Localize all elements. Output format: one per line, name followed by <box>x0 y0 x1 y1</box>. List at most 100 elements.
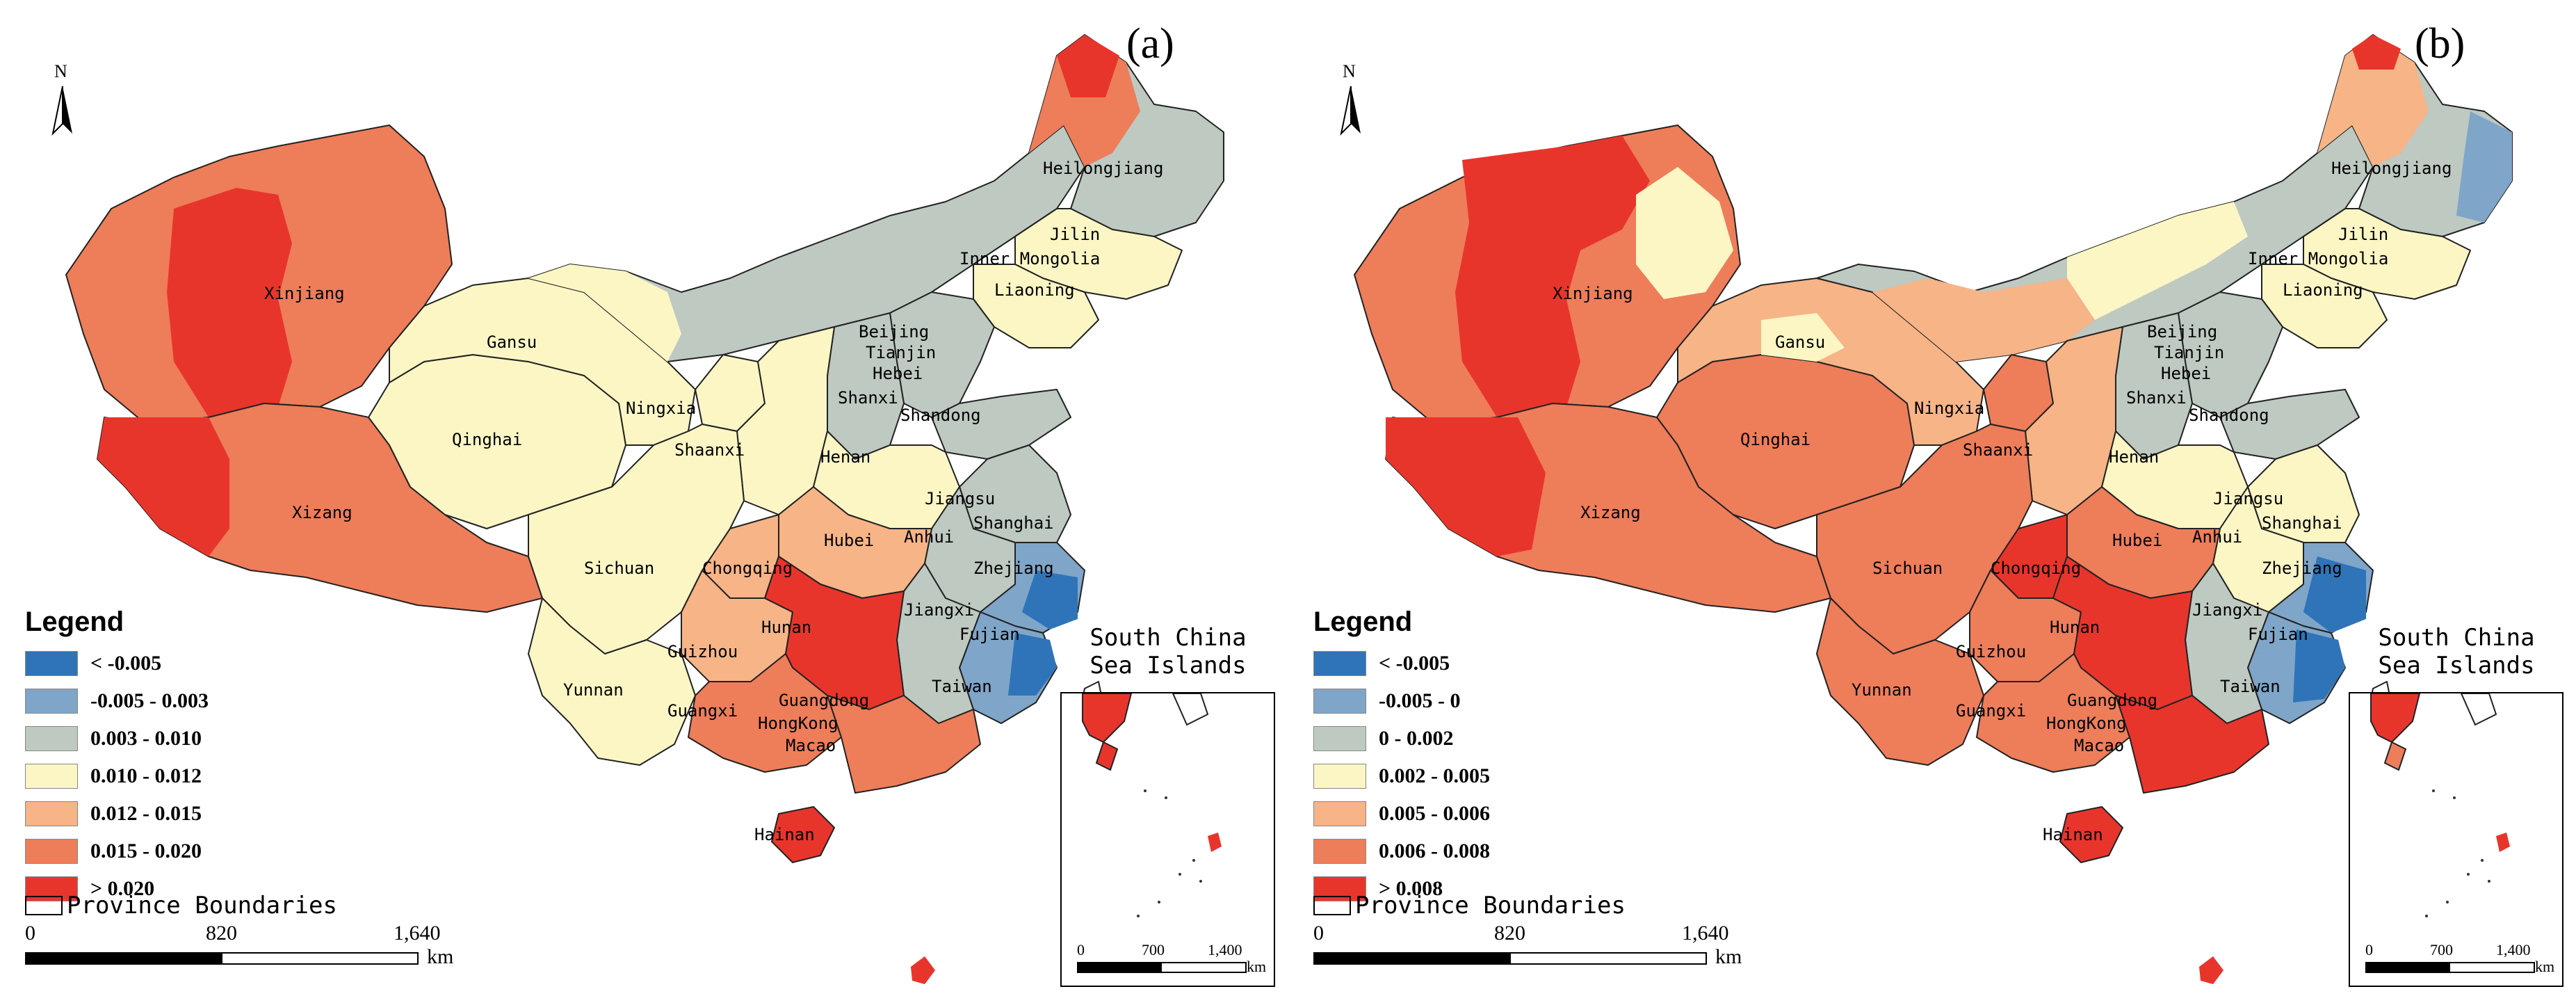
inset-scale-bar <box>1077 962 1247 973</box>
inset-title: South China Sea Islands <box>1060 624 1276 680</box>
label-ningxia: Ningxia <box>1914 399 1984 418</box>
island-bottom <box>911 956 935 984</box>
boundary-label: Province Boundaries <box>67 892 337 919</box>
legend-swatch <box>25 726 78 751</box>
label-guizhou: Guizhou <box>1956 642 2026 661</box>
label-jiangxi: Jiangxi <box>904 600 974 620</box>
scale-bar-black <box>1313 952 1511 965</box>
region-gansu-core <box>1761 313 1845 362</box>
label-xizang: Xizang <box>1580 503 1641 522</box>
scale-tick-2: 1,640 <box>394 922 441 945</box>
label-shaanxi: Shaanxi <box>1963 440 2033 460</box>
label-guizhou: Guizhou <box>667 642 738 661</box>
legend-swatch <box>1313 651 1366 676</box>
legend-label: < -0.005 <box>90 652 162 675</box>
label-jilin: Jilin <box>1050 225 1100 244</box>
inset-scale-unit: km <box>1247 958 1267 975</box>
label-taiwan: Taiwan <box>2220 677 2281 696</box>
region-guangdong <box>827 695 981 794</box>
legend-row: < -0.005 <box>25 645 209 682</box>
province-boundaries-key: Province Boundaries <box>25 892 337 919</box>
label-inner-mongolia: Inner Mongolia <box>2248 249 2388 268</box>
province-boundaries-key: Province Boundaries <box>1313 892 1626 919</box>
map-panel-b: Heilongjiang Jilin Inner Mongolia Liaoni… <box>1288 0 2576 996</box>
region-inner-mongolia-west <box>528 264 681 362</box>
label-jilin: Jilin <box>2338 225 2388 244</box>
label-hongkong: HongKong <box>2046 714 2127 733</box>
legend-label: -0.005 - 0.003 <box>90 689 209 712</box>
scale-tick-1: 820 <box>206 922 237 945</box>
legend-row: 0.002 - 0.005 <box>1313 757 1490 795</box>
label-qinghai: Qinghai <box>1740 430 1811 449</box>
north-arrow-icon <box>1340 86 1361 136</box>
legend-title: Legend <box>1313 607 1413 637</box>
legend-row: 0.005 - 0.006 <box>1313 795 1490 833</box>
legend-swatch <box>25 689 78 714</box>
legend-row: 0.012 - 0.015 <box>25 795 209 833</box>
region-xizang-core <box>1386 417 1546 556</box>
label-fujian: Fujian <box>2248 625 2308 644</box>
legend-swatch <box>25 876 78 901</box>
region-hainan <box>771 806 835 863</box>
inset-tick-0: 0 <box>1077 941 1085 958</box>
legend-row: 0 - 0.002 <box>1313 720 1490 757</box>
label-hongkong: HongKong <box>758 714 839 733</box>
scale-tick-2: 1,640 <box>1682 922 1729 945</box>
legend-title: Legend <box>25 607 124 637</box>
scale-unit: km <box>1715 945 1742 968</box>
label-yunnan: Yunnan <box>1852 680 1912 700</box>
legend-label: -0.005 - 0 <box>1379 689 1461 712</box>
region-hainan <box>2059 806 2123 863</box>
label-hainan: Hainan <box>2043 825 2103 844</box>
legend-label: > 0.020 <box>90 877 155 900</box>
label-zhejiang: Zhejiang <box>2262 559 2342 578</box>
region-heilongjiang-tip <box>1057 35 1119 97</box>
label-xinjiang: Xinjiang <box>264 284 345 303</box>
region-zhejiang-core <box>1022 570 1078 629</box>
north-arrow: N <box>42 61 83 140</box>
inset-tick-2: 1,400 <box>1208 941 1242 958</box>
inset-tick-1: 700 <box>1142 941 1165 958</box>
scale-tick-0: 0 <box>1313 922 1324 945</box>
region-shandong <box>931 389 1071 460</box>
legend-row: 0.015 - 0.020 <box>25 833 209 870</box>
legend-swatch <box>25 651 78 676</box>
panel-tag: (b) <box>2415 20 2465 67</box>
region-xinjiang-east <box>1636 167 1733 299</box>
panel-tag: (a) <box>1126 20 1174 67</box>
inset-scale-unit: km <box>2535 958 2555 975</box>
region-inner-mongolia-west <box>1872 278 2095 362</box>
inset-map: 0 700 1,400 km <box>1060 692 1275 987</box>
label-tianjin: Tianjin <box>866 343 936 362</box>
label-hebei: Hebei <box>873 364 923 383</box>
inset-tick-2: 1,400 <box>2496 941 2531 958</box>
label-henan: Henan <box>2109 447 2159 467</box>
north-letter: N <box>54 61 67 81</box>
region-jilin <box>1014 208 1183 300</box>
label-yunnan: Yunnan <box>563 680 624 700</box>
label-xinjiang: Xinjiang <box>1553 284 1633 303</box>
region-xinjiang-core <box>167 188 292 417</box>
legend-label: 0 - 0.002 <box>1379 727 1454 750</box>
inset-title-line1: South China <box>2378 624 2535 652</box>
label-hubei: Hubei <box>2112 531 2162 550</box>
label-liaoning: Liaoning <box>994 280 1075 300</box>
legend-row: -0.005 - 0.003 <box>25 682 209 720</box>
legend-swatch <box>1313 876 1366 901</box>
inset-tick-1: 700 <box>2430 941 2453 958</box>
label-heilongjiang: Heilongjiang <box>2331 159 2452 178</box>
inset-title-line1: South China <box>1089 624 1247 652</box>
china-map-b: Heilongjiang Jilin Inner Mongolia Liaoni… <box>1354 34 2513 984</box>
legend-row: -0.005 - 0 <box>1313 682 1490 720</box>
label-shanxi: Shanxi <box>2126 388 2187 408</box>
region-jilin <box>2303 208 2471 300</box>
scale-bar-white <box>1509 952 1707 965</box>
label-anhui: Anhui <box>2192 527 2242 547</box>
label-shandong: Shandong <box>2189 405 2269 425</box>
label-ningxia: Ningxia <box>626 399 696 418</box>
label-hubei: Hubei <box>824 531 874 550</box>
label-anhui: Anhui <box>904 527 954 547</box>
label-beijing: Beijing <box>859 322 929 342</box>
boundary-swatch <box>25 896 63 915</box>
label-macao: Macao <box>2074 736 2124 755</box>
